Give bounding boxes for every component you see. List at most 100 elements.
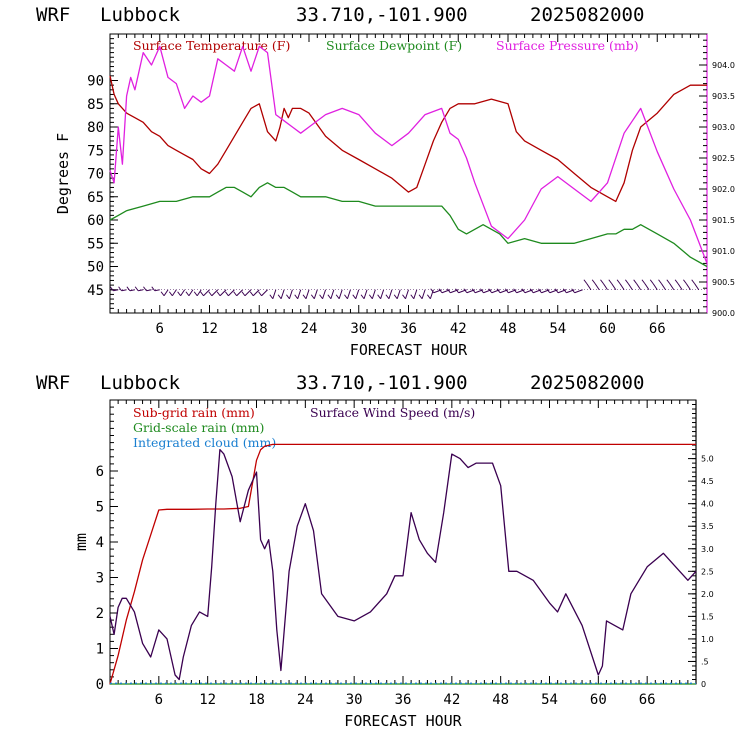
wind-barb-flag bbox=[327, 294, 332, 300]
wind-barb-flag bbox=[335, 294, 340, 300]
wind-barb bbox=[330, 289, 335, 299]
wind-barb-flag bbox=[480, 288, 484, 294]
y2-tick-label: 0 bbox=[701, 680, 706, 689]
x-tick-label: 42 bbox=[443, 692, 460, 708]
y-tick-label: 6 bbox=[96, 464, 104, 480]
y-tick-label: 80 bbox=[87, 120, 104, 136]
y2-tick-label: 901.0 bbox=[712, 247, 735, 256]
wind-barb-flag bbox=[286, 294, 290, 300]
y-tick-label: 1 bbox=[96, 642, 104, 658]
wind-barb-flag bbox=[249, 291, 254, 297]
wind-barb-flag bbox=[352, 294, 357, 300]
x-tick-label: 66 bbox=[649, 321, 666, 337]
wind-barb-flag bbox=[513, 288, 517, 294]
wind-barb-flag bbox=[269, 294, 274, 300]
wind-barb-flag bbox=[185, 291, 190, 297]
y2-tick-label: 900.0 bbox=[712, 309, 735, 318]
x-axis-label: FORECAST HOUR bbox=[344, 712, 462, 730]
wind-barb-flag bbox=[118, 286, 122, 292]
x-tick-label: 30 bbox=[346, 692, 363, 708]
series-surface-dewpoint-f bbox=[109, 182, 708, 268]
wind-barb-flag bbox=[608, 279, 613, 285]
x-tick-label: 24 bbox=[301, 321, 318, 337]
wind-barb-flag bbox=[294, 294, 299, 300]
y2-tick-label: 902.0 bbox=[712, 185, 735, 194]
wind-barb-flag bbox=[683, 279, 687, 285]
y2-tick-label: 1.5 bbox=[701, 612, 714, 621]
y-tick-label: 65 bbox=[87, 190, 104, 206]
wind-barb-flag bbox=[177, 291, 182, 297]
y2-tick-label: 903.5 bbox=[712, 92, 735, 101]
legend-entry: Grid-scale rain (mm) bbox=[133, 420, 264, 435]
wind-barb bbox=[644, 283, 650, 291]
legend-entry: Surface Temperature (F) bbox=[133, 38, 290, 53]
wind-barb-flag bbox=[691, 279, 696, 285]
wind-barb-flag bbox=[168, 291, 173, 297]
wind-barb bbox=[188, 289, 194, 297]
wind-barb-flag bbox=[674, 279, 679, 285]
wind-barb-flag bbox=[583, 279, 588, 285]
wind-barb bbox=[146, 289, 152, 292]
x-tick-label: 42 bbox=[450, 321, 467, 337]
y2-tick-label: 902.5 bbox=[712, 154, 735, 163]
y2-tick-label: 3.5 bbox=[701, 522, 714, 531]
wind-barb-flag bbox=[302, 294, 307, 300]
y2-tick-label: 2.5 bbox=[701, 567, 714, 576]
y-tick-label: 85 bbox=[87, 97, 104, 113]
wind-barb-flag bbox=[633, 279, 638, 285]
wind-barb bbox=[180, 289, 186, 297]
y-tick-label: 5 bbox=[96, 500, 104, 516]
wind-barb bbox=[652, 283, 658, 291]
station-coords: 33.710,-101.900 bbox=[296, 372, 468, 394]
y2-tick-label: 901.5 bbox=[712, 216, 735, 225]
y-tick-label: 55 bbox=[87, 236, 104, 252]
y-tick-label: 45 bbox=[87, 283, 104, 299]
wind-barb-flag bbox=[277, 294, 282, 300]
wind-barb bbox=[627, 283, 633, 291]
x-tick-label: 12 bbox=[201, 321, 218, 337]
wind-barb-flag bbox=[224, 291, 229, 297]
wind-barb-flag bbox=[208, 291, 213, 297]
wind-barb-flag bbox=[571, 288, 576, 294]
y2-tick-label: .5 bbox=[701, 657, 709, 666]
series-surface-pressure-mb bbox=[109, 45, 708, 264]
y2-tick-label: 3.0 bbox=[701, 545, 714, 554]
wind-barb-flag bbox=[554, 288, 559, 294]
wind-barb bbox=[338, 289, 343, 299]
wind-barb-flag bbox=[410, 294, 415, 300]
x-tick-label: 6 bbox=[155, 692, 163, 708]
wind-barb-flag bbox=[529, 288, 534, 294]
wind-barb-flag bbox=[377, 294, 382, 300]
wind-barb-flag bbox=[126, 286, 131, 292]
x-tick-label: 66 bbox=[639, 692, 656, 708]
wind-barb-flag bbox=[402, 294, 406, 300]
wind-barb bbox=[228, 289, 235, 297]
wind-barb bbox=[346, 289, 351, 299]
legend-entry: Surface Wind Speed (m/s) bbox=[310, 405, 475, 420]
y-tick-label: 4 bbox=[96, 535, 104, 551]
wind-barb-flag bbox=[455, 288, 459, 294]
y2-tick-label: 4.0 bbox=[701, 500, 714, 509]
wind-barb bbox=[138, 289, 144, 292]
wind-barb-flag bbox=[200, 291, 204, 297]
x-tick-label: 48 bbox=[500, 321, 517, 337]
wind-barb bbox=[322, 289, 327, 299]
wind-barb-flag bbox=[368, 294, 373, 300]
y-tick-label: 75 bbox=[87, 143, 104, 159]
wind-barb bbox=[305, 289, 310, 299]
wind-barb bbox=[129, 289, 135, 292]
y-tick-label: 2 bbox=[96, 606, 104, 622]
y2-tick-label: 5.0 bbox=[701, 455, 714, 464]
wind-barb-flag bbox=[521, 288, 526, 294]
legend-entry: Sub-grid rain (mm) bbox=[133, 405, 255, 420]
temperature-chart: 6 12 18 24 30 36 42 48 54 60 66 45 50 55 60 65 70 75 80 85 9… bbox=[54, 33, 735, 359]
model-name: WRF bbox=[36, 4, 71, 26]
wind-barb-flag bbox=[426, 294, 431, 300]
y-tick-label: 60 bbox=[87, 213, 104, 229]
legend-entry: Surface Dewpoint (F) bbox=[326, 38, 462, 53]
wind-barb-flag bbox=[471, 288, 476, 294]
wind-barb bbox=[686, 283, 691, 291]
wind-barb bbox=[154, 289, 160, 292]
run-time: 2025082000 bbox=[530, 372, 645, 394]
